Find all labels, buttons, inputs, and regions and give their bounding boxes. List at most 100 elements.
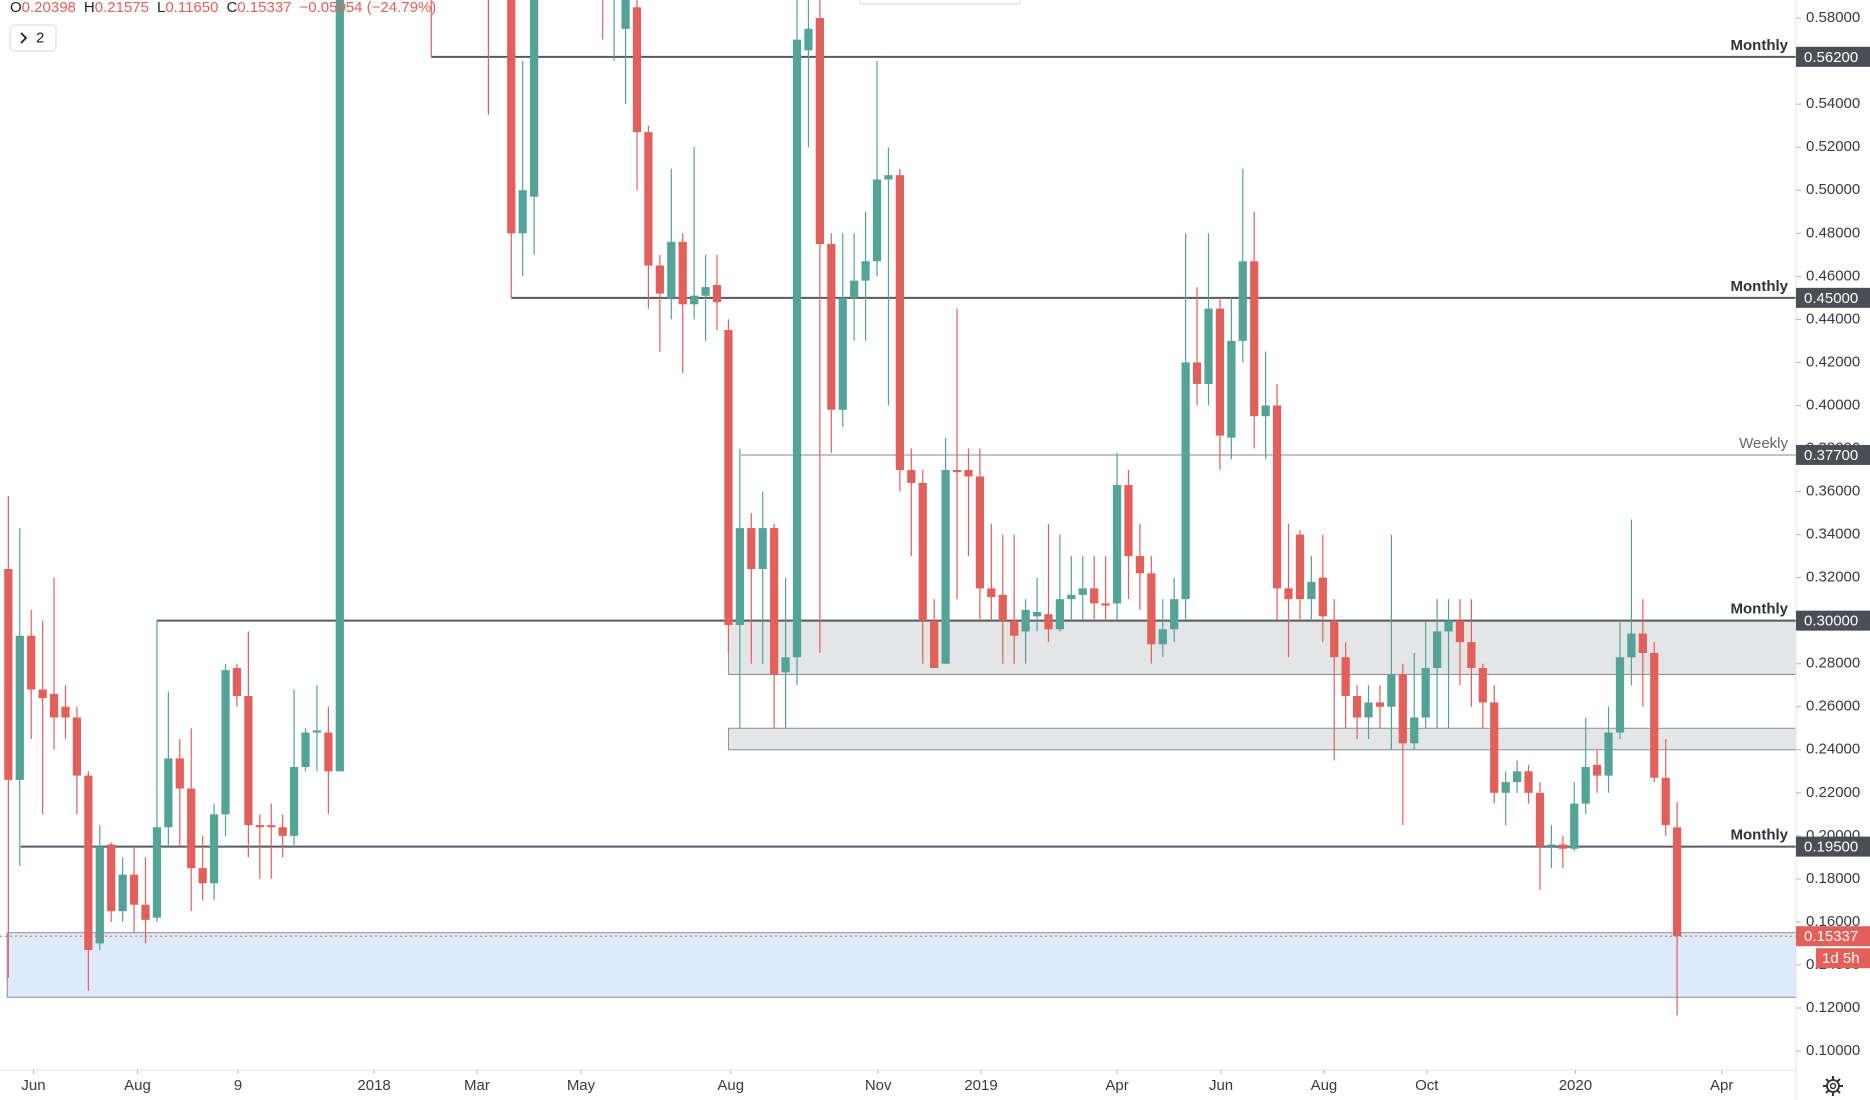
candle-body — [1673, 827, 1682, 937]
candle-body — [1627, 633, 1636, 658]
level-badge-label: 0.45000 — [1804, 290, 1858, 307]
candle-body — [632, 7, 642, 133]
level-badge — [1796, 610, 1870, 631]
level-badge — [1796, 444, 1870, 465]
x-tick-label: Aug — [717, 1077, 744, 1094]
candle-body — [530, 0, 539, 197]
candle-body — [1147, 573, 1156, 645]
candle-body — [221, 670, 230, 815]
candle-body — [1124, 485, 1133, 557]
candle-body — [324, 732, 333, 772]
y-tick-label: 0.58000 — [1806, 9, 1860, 26]
y-tick-label: 0.46000 — [1806, 267, 1860, 284]
candle-body — [244, 695, 253, 826]
candle-body — [1250, 261, 1259, 417]
y-tick-label: 0.50000 — [1806, 181, 1860, 198]
gear-teeth — [1823, 1076, 1843, 1096]
y-tick-label: 0.10000 — [1806, 1042, 1860, 1059]
y-tick-label: 0.52000 — [1806, 138, 1860, 155]
candle-body — [232, 667, 242, 696]
candle-body — [1661, 777, 1670, 826]
levels — [20, 55, 1796, 848]
interval-button[interactable]: 2 — [9, 24, 57, 52]
y-tick-label: 0.40000 — [1806, 396, 1860, 413]
candle-body — [1055, 599, 1065, 630]
candle-body — [644, 132, 653, 266]
candle-body — [1284, 588, 1293, 600]
y-tick-label: 0.42000 — [1806, 353, 1860, 370]
candle-body — [1067, 594, 1076, 600]
candle-body — [827, 244, 836, 410]
candle-body — [118, 874, 127, 912]
candle-body — [209, 814, 219, 884]
candle-body — [1467, 642, 1476, 668]
price-badges: 0.56200 0.45000 0.37700 0.30000 0.19500 0.153… — [1796, 46, 1870, 969]
candle-body — [1581, 766, 1590, 804]
interval-button-frame[interactable] — [9, 24, 57, 52]
candle-body — [850, 280, 859, 298]
x-tick-label: 2019 — [964, 1077, 997, 1094]
x-tick-label: Aug — [1311, 1077, 1338, 1094]
candle-body — [518, 190, 527, 234]
settings-gear[interactable] — [1823, 1076, 1843, 1096]
candle-body — [1570, 803, 1579, 849]
candle-body — [918, 482, 927, 621]
candle-body — [1158, 629, 1167, 645]
candle-body — [792, 39, 802, 658]
countdown-badge — [1816, 948, 1870, 969]
candles — [4, 0, 1682, 1016]
candle-body — [267, 825, 276, 828]
y-tick-label: 0.22000 — [1806, 784, 1860, 801]
candle-body — [1341, 657, 1350, 696]
candle-body — [987, 588, 996, 597]
candle-body — [975, 476, 985, 589]
candle-body — [1490, 702, 1499, 793]
candle-body — [84, 775, 93, 950]
candle-body — [1398, 674, 1407, 744]
y-tick-label: 0.28000 — [1806, 655, 1860, 672]
x-tick-label: Jun — [21, 1077, 45, 1094]
candle-body — [930, 620, 939, 668]
candle-body — [1021, 609, 1030, 632]
candle-body — [815, 18, 824, 245]
candle-body — [1352, 695, 1362, 718]
x-tick-label: Oct — [1415, 1077, 1439, 1094]
legend-value: 0.15337 — [237, 0, 291, 16]
candle-body — [1078, 588, 1087, 595]
candle-body — [152, 827, 162, 918]
candle-body — [861, 261, 870, 281]
candle-body — [678, 241, 687, 305]
candle-body — [1444, 620, 1453, 632]
candle-body — [1650, 652, 1659, 778]
toolbar-stub — [859, 0, 1021, 5]
legend-key: L — [157, 0, 165, 16]
legend-key: O — [10, 0, 22, 16]
candle-body — [1615, 657, 1625, 733]
candle-body — [1044, 614, 1053, 630]
y-tick-label: 0.24000 — [1806, 741, 1860, 758]
candle-body — [129, 874, 139, 905]
level-badge — [1796, 46, 1870, 67]
candle-body — [701, 287, 710, 296]
candle-body — [49, 693, 59, 718]
candle-body — [1261, 405, 1270, 417]
candle-body — [15, 635, 24, 780]
candle-body — [1432, 631, 1442, 668]
chevron-icon — [20, 32, 28, 44]
level-badge — [1796, 836, 1870, 857]
interval-button-label[interactable]: 2 — [36, 29, 44, 46]
level-badge-label: 0.37700 — [1804, 447, 1858, 464]
candle-body — [1410, 717, 1419, 744]
candle-body — [1512, 771, 1522, 783]
y-tick-label: 0.34000 — [1806, 526, 1860, 543]
candle-body — [1330, 620, 1339, 658]
y-tick-label: 0.16000 — [1806, 913, 1860, 930]
candle-body — [1112, 485, 1122, 604]
candle-body — [1387, 674, 1396, 707]
y-tick-label: 0.48000 — [1806, 224, 1860, 241]
candle-body — [1593, 764, 1602, 776]
current-price-label: 0.15337 — [1804, 928, 1858, 945]
candle-body — [187, 788, 196, 869]
level-tag: Weekly — [1739, 435, 1788, 452]
